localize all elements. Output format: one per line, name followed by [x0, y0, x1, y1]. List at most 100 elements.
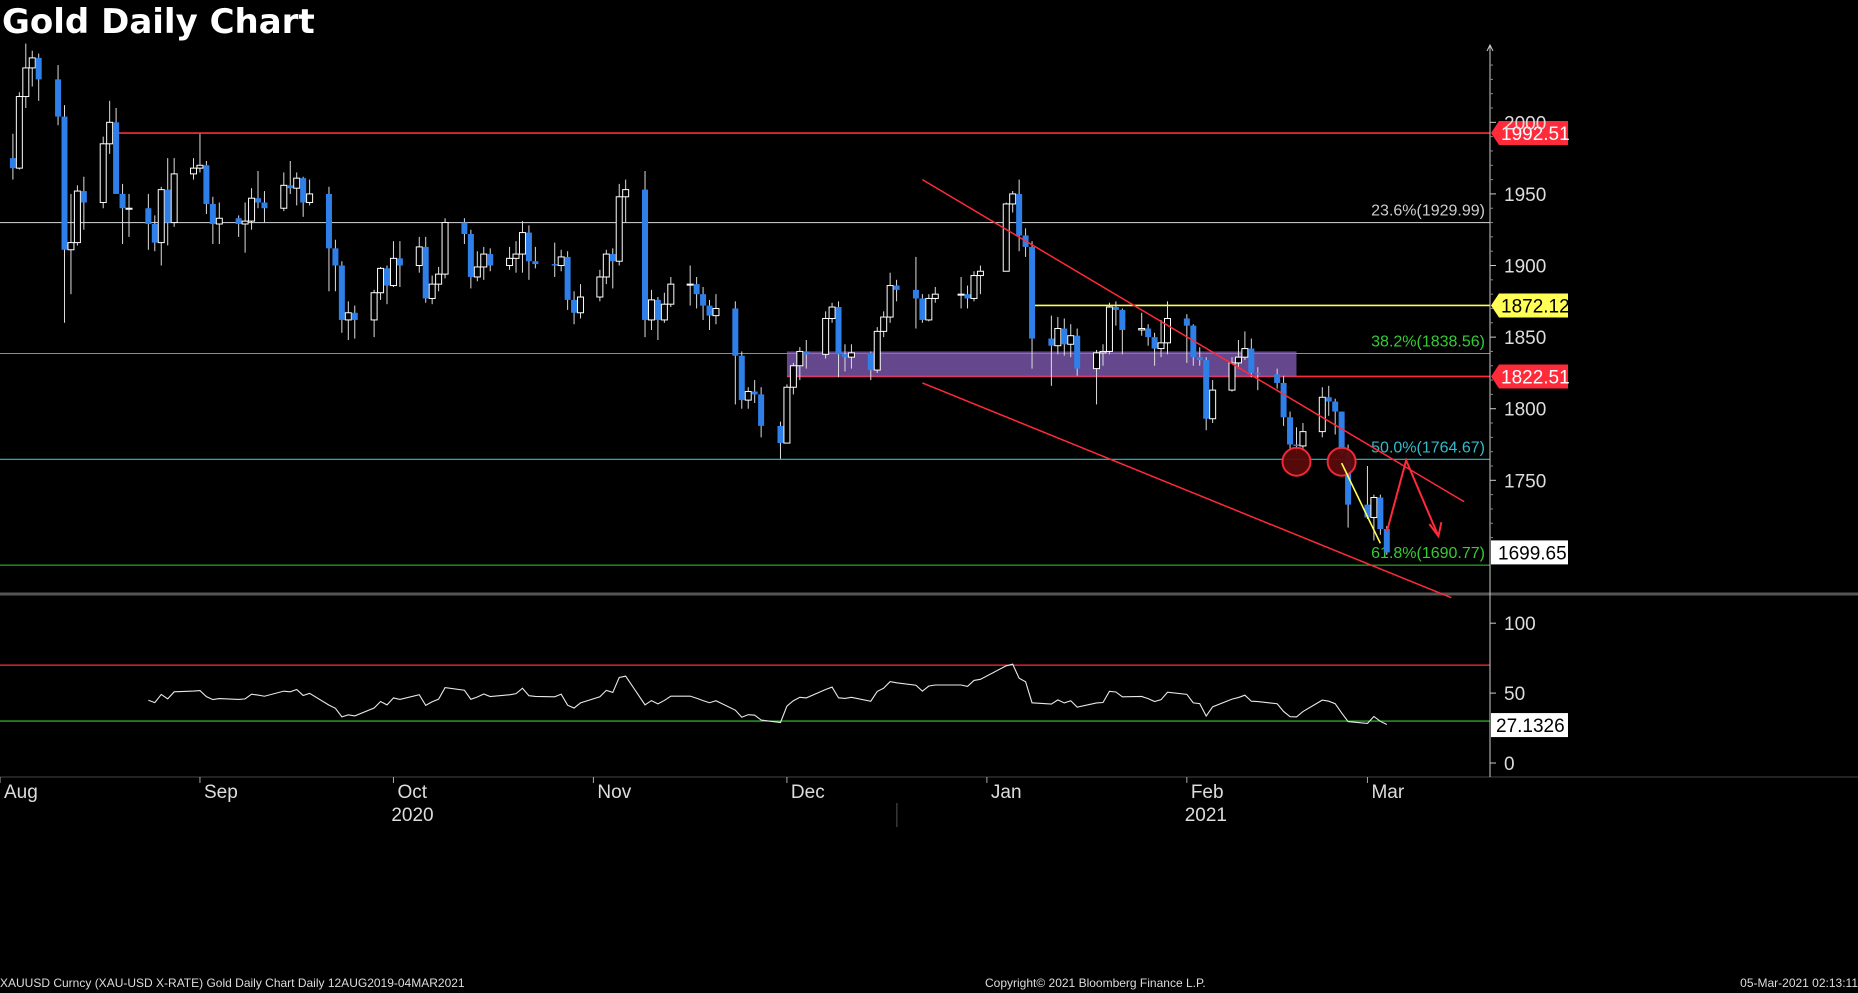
- footer-timestamp: 05-Mar-2021 02:13:11: [1740, 976, 1858, 990]
- candle-body-up: [106, 121, 114, 145]
- rsi-last-label: 27.1326: [1496, 716, 1565, 737]
- candle-body-down: [1029, 246, 1036, 339]
- candle-body-up: [789, 365, 797, 388]
- candle-body-down: [164, 189, 171, 223]
- candle-body-down: [758, 394, 765, 426]
- candle-body-down: [1248, 348, 1255, 373]
- channel-lower-line: [922, 382, 1452, 599]
- candle-body-down: [261, 202, 268, 209]
- candle-body-down: [1332, 401, 1339, 412]
- candle-body-down: [751, 391, 758, 395]
- candle-body-down: [609, 254, 616, 262]
- footer-source: XAUUSD Curncy (XAU-USD X-RATE) Gold Dail…: [0, 976, 465, 990]
- candle-body-up: [828, 306, 836, 319]
- candle-body-down: [1145, 328, 1152, 338]
- candle-body-up: [1299, 431, 1307, 447]
- year-label: 2020: [391, 805, 433, 826]
- candle-body-up: [473, 266, 481, 278]
- candle-body-up: [248, 197, 256, 222]
- candle-body-up: [280, 184, 288, 209]
- date-tick-label: Oct: [397, 782, 427, 803]
- candle-body-down: [300, 178, 307, 203]
- candle-body-up: [22, 67, 30, 98]
- double-bottom-marker: [1326, 446, 1357, 477]
- last-price-tag: [1491, 540, 1568, 565]
- axis-arrow-icon: [1486, 43, 1494, 52]
- date-tick-label: Mar: [1371, 782, 1404, 803]
- candle-body-down: [893, 285, 900, 290]
- candle-body-up: [1067, 335, 1075, 345]
- candle-body-up: [1157, 342, 1165, 350]
- level-lines: 1992.51 23.6%(1929.99) 1872.12 38.2%(1838.5…: [0, 121, 1570, 566]
- candle-body-up: [1228, 362, 1236, 391]
- candle-body-down: [487, 254, 494, 266]
- resistance-mid-tag: [1491, 293, 1568, 318]
- candle-body-up: [28, 57, 36, 69]
- candle-body-down: [1151, 337, 1158, 349]
- candle-body-down: [351, 312, 358, 320]
- candle-body-down: [55, 79, 62, 117]
- price-tick-label: 2000: [1504, 113, 1546, 134]
- candle-body-up: [957, 293, 965, 296]
- candle-body-up: [667, 283, 675, 305]
- rsi-panel: 0 50 100 27.1326: [0, 614, 1568, 775]
- candle-body-down: [9, 158, 16, 169]
- candle-body-down: [119, 193, 126, 209]
- candle-body-down: [532, 261, 539, 265]
- resistance-mid-tag-label: 1872.12: [1501, 296, 1570, 317]
- candle-body-down: [467, 234, 474, 277]
- rsi-tick-label: 100: [1504, 614, 1536, 635]
- yellow-arrow-line: [1340, 462, 1382, 544]
- support-zone: [786, 351, 1297, 377]
- candle-body-down: [1183, 318, 1190, 326]
- candle-body-up: [847, 352, 855, 358]
- candle-body-up: [647, 299, 655, 321]
- candle-body-down: [867, 352, 874, 371]
- candle-body-up: [660, 303, 668, 321]
- candle-body-up: [518, 232, 526, 255]
- candle-body-up: [615, 196, 623, 262]
- date-tick-label: Jan: [991, 782, 1022, 803]
- candle-body-up: [215, 217, 223, 225]
- candle-body-down: [332, 248, 339, 266]
- candle-body-down: [203, 165, 210, 204]
- candle-body-up: [886, 285, 894, 318]
- date-tick-label: Dec: [791, 782, 825, 803]
- candle-body-down: [571, 299, 578, 313]
- candle-body-up: [99, 143, 107, 204]
- candle-body-down: [700, 294, 707, 306]
- candle-body-down: [1203, 360, 1210, 419]
- last-price-label: 1699.65: [1498, 543, 1567, 564]
- candle-body-down: [1364, 504, 1371, 518]
- projection-path: [1385, 457, 1440, 537]
- rsi-last-tag: [1491, 713, 1568, 738]
- candle-body-up: [602, 253, 610, 278]
- candle-body-down: [551, 264, 558, 266]
- candle-body-up: [1105, 306, 1113, 352]
- candle-body-down: [461, 222, 468, 235]
- candle-body-down: [338, 265, 345, 320]
- candle-body-down: [1112, 307, 1119, 310]
- candle-body-up: [125, 207, 133, 210]
- candle-body-up: [435, 273, 443, 285]
- candle-body-down: [384, 268, 391, 286]
- date-tick-label: Sep: [204, 782, 238, 803]
- candle-body-down: [1119, 309, 1126, 330]
- candle-body-down: [325, 193, 332, 249]
- candle-body-up: [196, 164, 204, 169]
- candle-body-up: [428, 283, 436, 299]
- candle-body-up: [622, 189, 630, 198]
- candle-body-down: [912, 289, 919, 299]
- candle-body-down: [738, 355, 745, 401]
- chart-title: Gold Daily Chart: [2, 2, 315, 42]
- candle-body-down: [564, 256, 571, 300]
- price-tick-label: 1750: [1504, 471, 1546, 492]
- candle-body-down: [1254, 372, 1261, 375]
- candle-body-up: [796, 350, 804, 367]
- candle-body-up: [1241, 348, 1249, 358]
- fib-38.2-label: 38.2%(1838.56): [1371, 333, 1485, 350]
- candle-body-up: [370, 292, 378, 321]
- candle-body-down: [235, 218, 242, 224]
- gridlines: [0, 592, 1858, 778]
- candle-body-up: [783, 386, 791, 444]
